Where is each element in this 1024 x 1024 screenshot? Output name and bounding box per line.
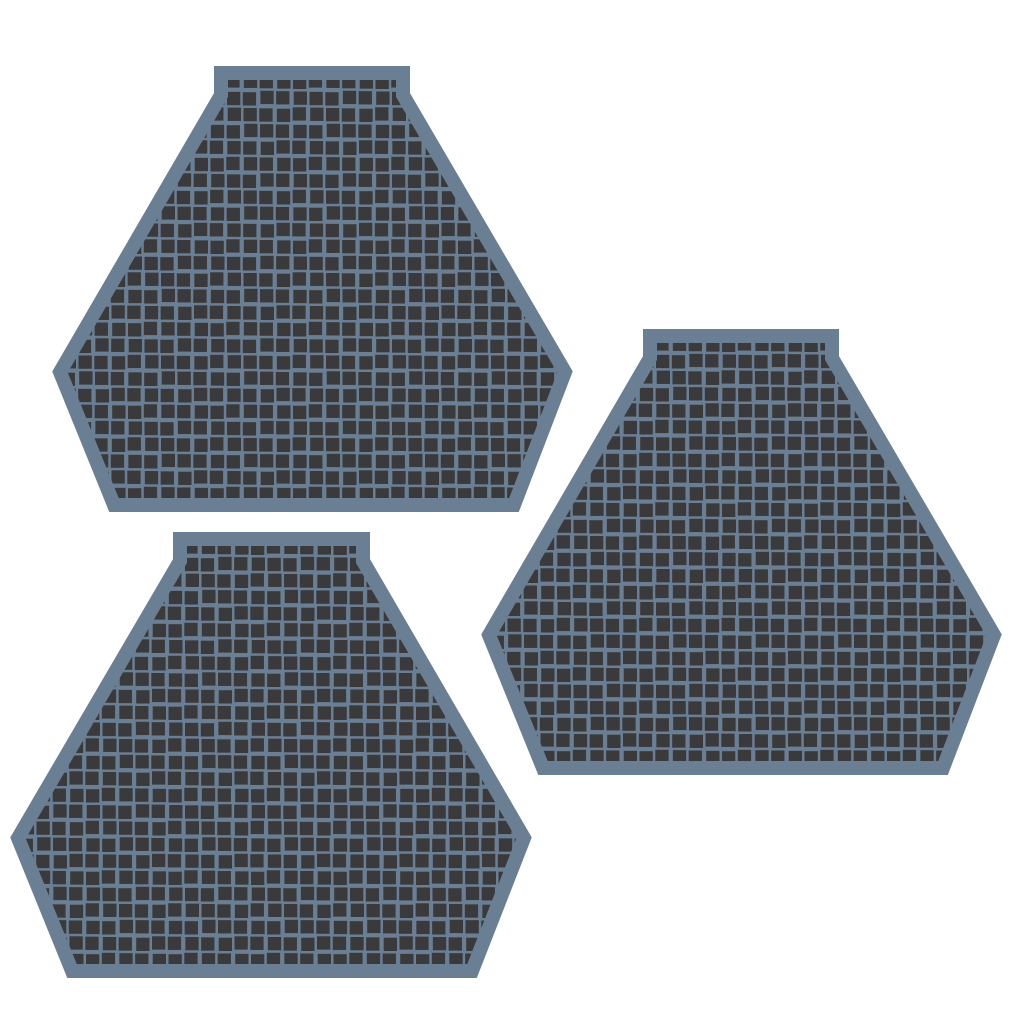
shape-outline [10,532,532,978]
shape-outline [52,66,573,512]
grid-hexagon-shape-right [481,329,1002,775]
grid-hexagon-shape-bottom-left [10,532,532,978]
shape-outline [481,329,1002,775]
grid-hexagon-shape-top-left [52,66,573,512]
